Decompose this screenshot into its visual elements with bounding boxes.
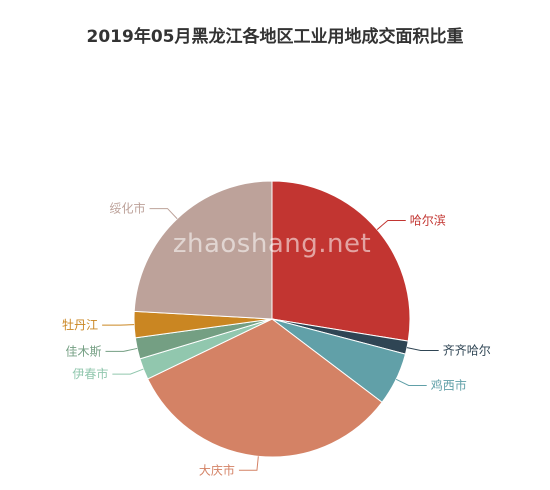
slice-label-2: 鸡西市 [431, 377, 467, 392]
leader-line-1 [406, 347, 439, 352]
slice-label-6: 牡丹江 [62, 317, 98, 332]
pie-slices [133, 180, 411, 458]
leader-line-0 [376, 220, 406, 230]
slice-label-3: 大庆市 [199, 462, 235, 477]
slice-label-5: 佳木斯 [65, 344, 101, 358]
slice-label-0: 哈尔滨 [410, 213, 446, 228]
leader-line-6 [102, 324, 135, 326]
leader-line-5 [105, 347, 138, 352]
slice-label-7: 绥化市 [110, 201, 146, 216]
chart-title: 2019年05月黑龙江各地区工业用地成交面积比重 [86, 27, 464, 47]
leader-line-7 [149, 208, 178, 220]
label-leader-lines [102, 208, 439, 471]
pie-slice-3[interactable] [147, 318, 383, 458]
slice-label-1: 齐齐哈尔 [443, 343, 491, 358]
leader-line-2 [395, 378, 427, 386]
leader-line-3 [238, 456, 259, 471]
leader-line-4 [112, 368, 144, 375]
slice-label-4: 伊春市 [72, 366, 108, 381]
watermark: zhaoshang.net [173, 229, 371, 259]
pie-slice-0[interactable] [271, 180, 411, 342]
